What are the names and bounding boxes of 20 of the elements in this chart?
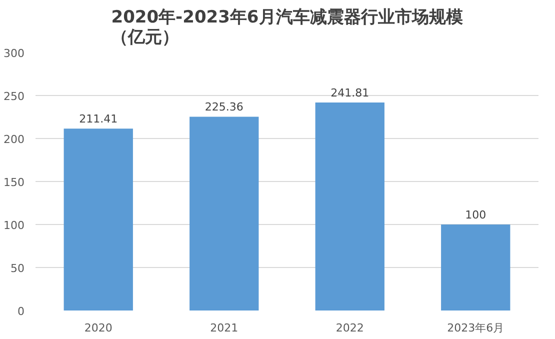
- y-tick-label: 150: [4, 176, 25, 189]
- x-tick-label: 2023年6月: [447, 322, 504, 334]
- y-tick-label: 100: [4, 219, 25, 232]
- y-tick-label: 50: [10, 262, 25, 275]
- bar: [441, 224, 510, 310]
- x-tick-label: 2021: [210, 322, 238, 334]
- bar: [64, 128, 133, 310]
- data-label: 225.36: [204, 100, 244, 114]
- data-label: 100: [465, 208, 486, 222]
- x-tick-label: 2020: [84, 322, 112, 334]
- y-tick-label: 300: [4, 47, 25, 60]
- bar: [190, 116, 259, 310]
- y-tick-label: 250: [4, 90, 25, 103]
- y-tick-label: 0: [18, 305, 24, 318]
- chart-title: 2020年-2023年6月汽车减震器行业市场规模（亿元）: [111, 8, 463, 48]
- data-label: 211.41: [79, 112, 118, 126]
- bar: [315, 102, 384, 310]
- x-tick-label: 2022: [336, 322, 364, 334]
- data-label: 241.81: [330, 86, 370, 100]
- y-tick-label: 200: [4, 133, 25, 146]
